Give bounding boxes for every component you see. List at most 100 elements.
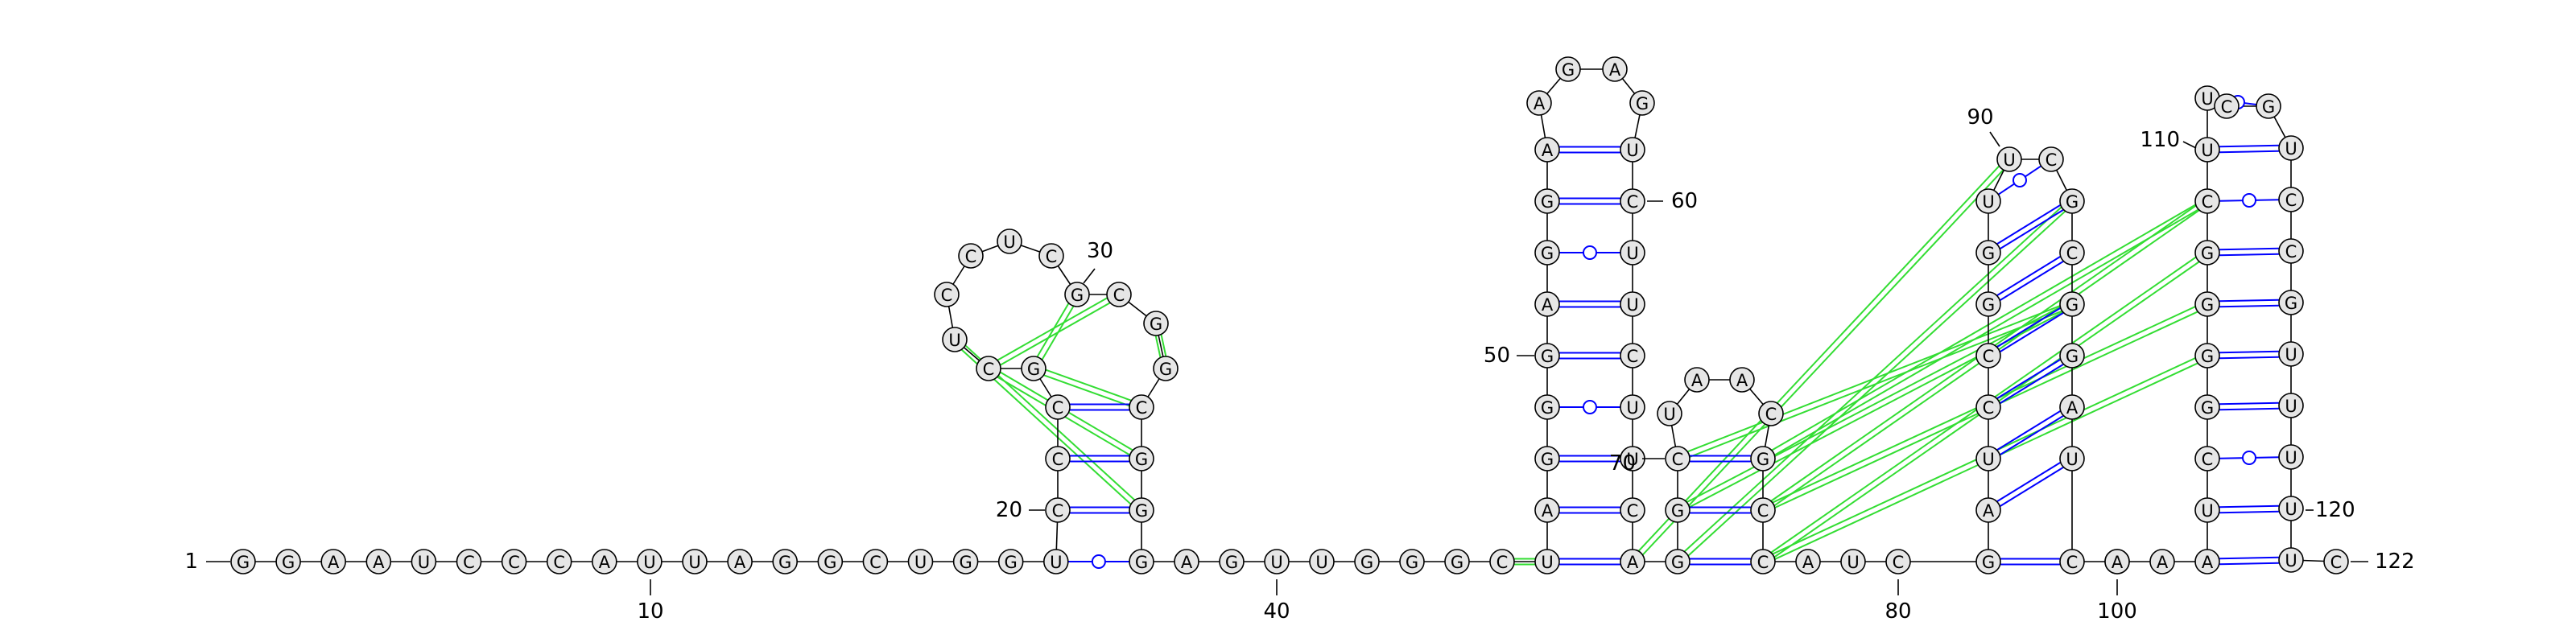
nucleotide-circle xyxy=(546,549,572,574)
index-label-50: 50 xyxy=(1484,344,1534,368)
nucleotide-7: C xyxy=(501,549,527,574)
nucleotide-118: U xyxy=(2278,393,2304,418)
nucleotide-circle xyxy=(1064,282,1090,307)
index-tick xyxy=(1989,131,2000,147)
nucleotide-base: G xyxy=(1071,286,1084,305)
nucleotide-base: G xyxy=(2066,295,2079,315)
nucleotide-circle xyxy=(1021,356,1046,381)
nucleotide-circle xyxy=(1620,343,1645,369)
nucleotide-115: C xyxy=(2278,238,2304,264)
nucleotide-circle xyxy=(1975,240,2001,266)
index-label-40: 40 xyxy=(1263,579,1290,624)
nucleotide-base: G xyxy=(1562,60,1575,80)
nucleotide-base: C xyxy=(1983,398,1995,418)
nucleotide-base: G xyxy=(1671,553,1684,572)
nucleotide-55: A xyxy=(1526,90,1552,116)
nucleotide-circle xyxy=(2059,240,2085,266)
pseudoknot-pair-line xyxy=(986,291,1118,367)
nucleotide-base: U xyxy=(914,553,927,572)
canonical-pair-line xyxy=(2219,562,2280,566)
nucleotide-circle xyxy=(1489,549,1515,574)
nucleotide-base: C xyxy=(1052,501,1064,521)
nucleotide-9: A xyxy=(591,549,617,574)
nucleotide-base: C xyxy=(463,553,475,572)
nucleotide-33: G xyxy=(1153,356,1179,381)
canonical-pair-line xyxy=(2219,407,2280,411)
nucleotide-circle xyxy=(2194,394,2220,420)
nucleotide-117: U xyxy=(2278,341,2304,367)
nucleotide-circle xyxy=(997,549,1024,574)
canonical-pair-line xyxy=(2219,356,2280,360)
nucleotide-base: A xyxy=(1534,94,1546,113)
pseudoknot-pair-line xyxy=(1034,364,1143,406)
nucleotide-17: G xyxy=(952,549,979,574)
nucleotide-circle xyxy=(1975,549,2001,574)
nucleotide-76: C xyxy=(1750,497,1776,523)
nucleotide-base: C xyxy=(1627,501,1639,521)
nucleotide-circle xyxy=(2278,547,2304,573)
wobble-pair-marker xyxy=(1091,554,1106,569)
canonical-pair-line xyxy=(2000,208,2064,249)
nucleotide-circle xyxy=(1526,90,1552,116)
nucleotide-base: G xyxy=(1135,553,1148,572)
nucleotide-64: U xyxy=(1620,394,1645,420)
nucleotide-circle xyxy=(2194,549,2220,574)
nucleotide-base: A xyxy=(599,553,611,572)
nucleotide-90: C xyxy=(2038,146,2064,172)
pseudoknot-pair-line xyxy=(989,296,1121,372)
nucleotide-circle xyxy=(1534,291,1560,317)
nucleotide-base: C xyxy=(1046,247,1058,266)
index-number: 1 xyxy=(184,550,198,574)
nucleotide-circle xyxy=(1129,446,1154,471)
index-number: 40 xyxy=(1263,599,1290,624)
nucleotide-base: U xyxy=(1626,141,1638,160)
nucleotide-63: C xyxy=(1620,343,1645,369)
nucleotide-82: A xyxy=(1975,497,2001,523)
nucleotide-4: A xyxy=(365,549,392,574)
nucleotide-31: C xyxy=(1106,282,1132,307)
nucleotide-base: A xyxy=(2202,553,2214,572)
index-number: 100 xyxy=(2097,599,2137,624)
nucleotide-86: G xyxy=(1975,291,2001,317)
nucleotide-28: U xyxy=(997,229,1022,254)
nucleotide-base: U xyxy=(1541,553,1553,572)
nucleotide-49: G xyxy=(1534,394,1560,420)
nucleotide-circle xyxy=(2278,444,2304,470)
nucleotide-2: G xyxy=(275,549,301,574)
nucleotide-base: C xyxy=(2330,553,2343,572)
nucleotide-circle xyxy=(1534,446,1560,471)
nucleotide-base: U xyxy=(2201,89,2213,109)
nucleotide-circle xyxy=(1444,549,1470,574)
nucleotide-base: U xyxy=(1626,295,1638,315)
nucleotide-circle xyxy=(1665,549,1690,574)
nucleotide-circle xyxy=(1758,401,1784,426)
nucleotide-circle xyxy=(1106,282,1132,307)
nucleotide-91: G xyxy=(2059,188,2085,214)
nucleotide-56: G xyxy=(1555,56,1581,82)
nucleotide-circle xyxy=(952,549,979,574)
index-label-30: 30 xyxy=(1083,239,1113,284)
nucleotide-circle xyxy=(2278,290,2304,315)
nucleotide-60: C xyxy=(1620,188,1645,214)
wobble-pair-marker xyxy=(2013,173,2027,187)
nucleotide-61: U xyxy=(1620,240,1645,266)
nucleotide-circle xyxy=(1534,137,1560,163)
canonical-pair-line xyxy=(2219,401,2279,406)
canonical-pair-line xyxy=(2000,363,2064,404)
nucleotide-circle xyxy=(2059,549,2085,574)
nucleotide-base: U xyxy=(1050,553,1062,572)
nucleotide-87: G xyxy=(1975,240,2001,266)
nucleotide-base: G xyxy=(1406,553,1418,572)
nucleotide-circle xyxy=(275,549,301,574)
pseudoknot-pair-line xyxy=(1675,301,2071,509)
nucleotide-base: A xyxy=(1802,553,1814,572)
nucleotide-62: U xyxy=(1620,291,1645,317)
nucleotide-circle xyxy=(1620,137,1645,163)
nucleotide-base: A xyxy=(1736,371,1748,390)
pseudoknot-pair-line xyxy=(1678,306,2074,513)
nucleotide-29: C xyxy=(1038,243,1064,269)
nucleotide-base: U xyxy=(1626,398,1638,418)
nucleotide-circle xyxy=(1975,343,2001,369)
nucleotide-97: C xyxy=(2059,549,2085,574)
